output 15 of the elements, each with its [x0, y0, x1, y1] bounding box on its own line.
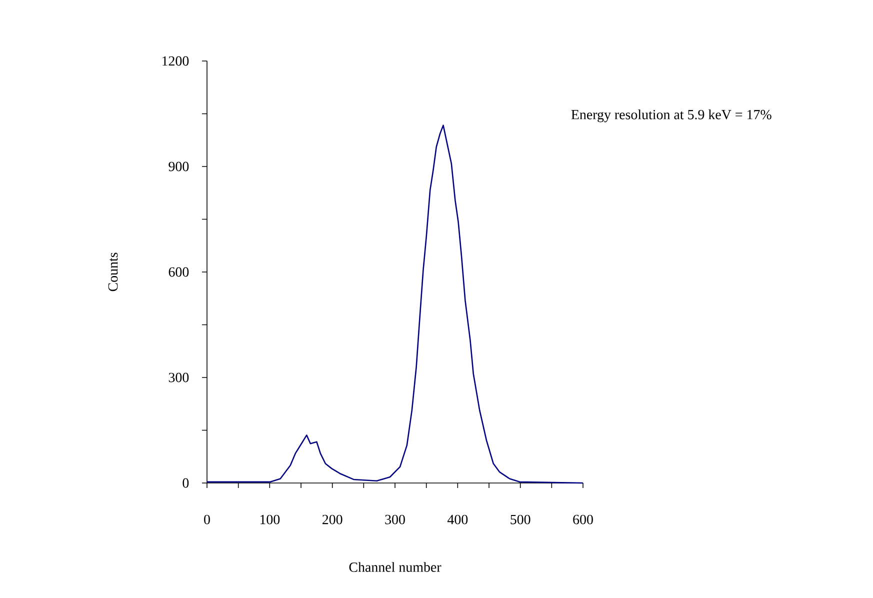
- y-tick-label: 300: [168, 372, 189, 382]
- x-tick-label: 200: [322, 514, 342, 524]
- y-tick-label: 1200: [162, 56, 189, 66]
- y-tick-label: 900: [168, 162, 189, 172]
- x-tick-label: 400: [447, 514, 468, 524]
- annotation: Energy resolution at 5.9 keV = 17%: [571, 109, 772, 122]
- y-axis-title: Counts: [108, 252, 118, 292]
- y-tick-label: 600: [168, 267, 189, 277]
- x-tick-label: 300: [385, 514, 405, 524]
- x-axis-title: Channel number: [349, 562, 442, 572]
- x-tick-label: 500: [510, 514, 530, 524]
- y-tick-label: 0: [182, 478, 189, 488]
- x-tick-label: 100: [260, 514, 280, 524]
- x-tick-label: 600: [573, 514, 593, 524]
- x-tick-label: 0: [204, 514, 210, 524]
